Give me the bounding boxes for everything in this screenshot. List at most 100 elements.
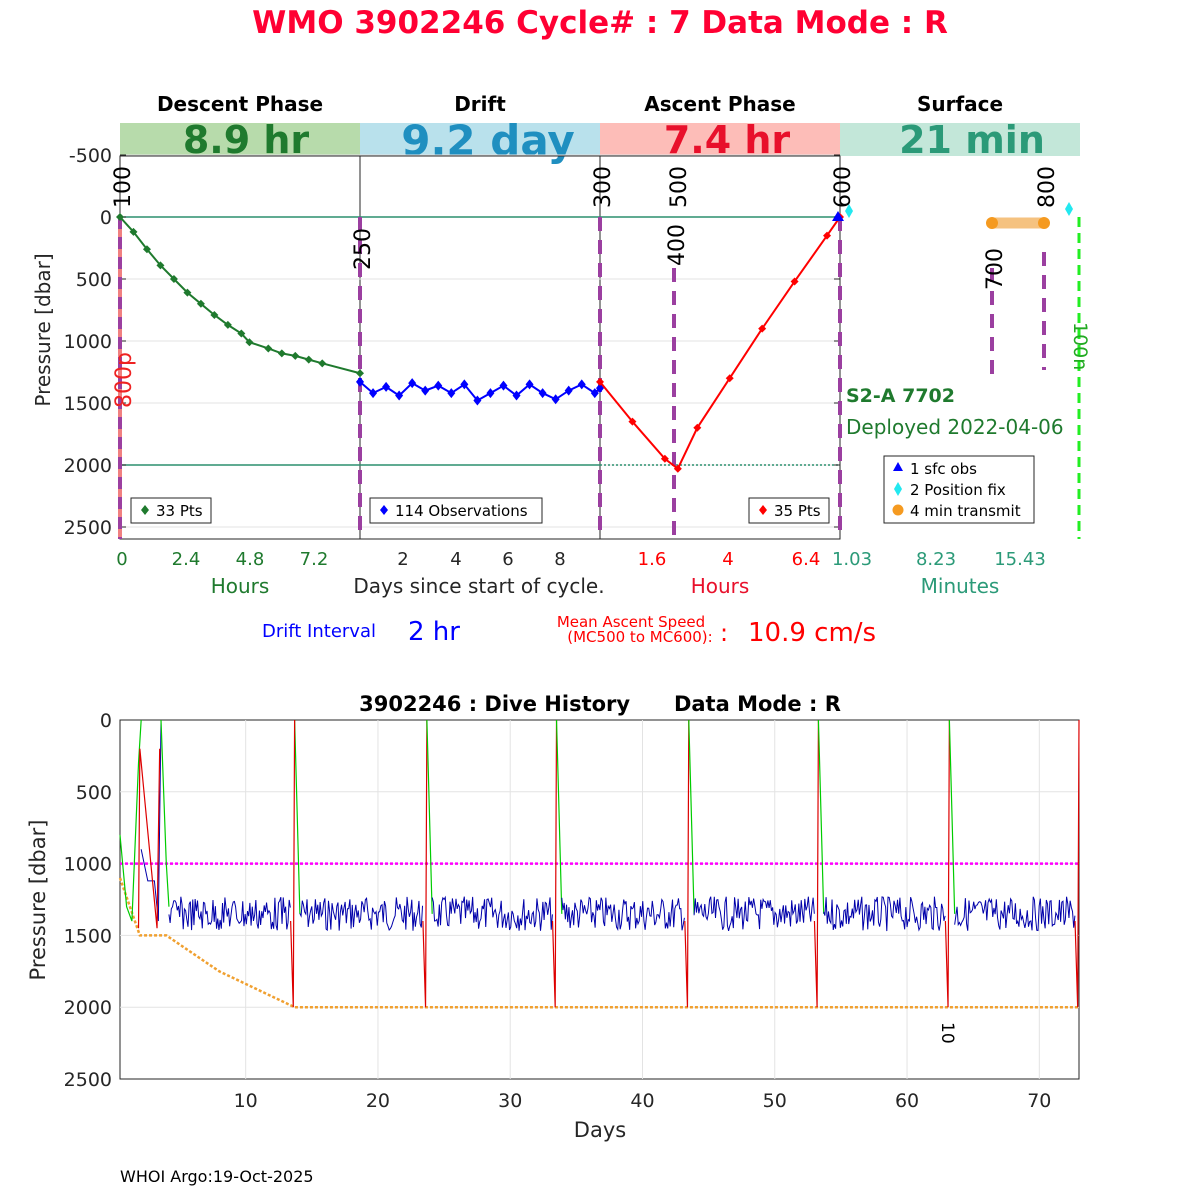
top-x-tick-surface: 1.03 [832,549,872,570]
top-y-tick-label: 2500 [64,517,112,539]
drift-legend: 114 Observations [369,497,543,524]
drift-point [356,376,364,387]
descent-legend-icon [141,505,149,515]
drift-point [382,381,391,392]
dive-ascent-line [551,719,558,1008]
dive-descent-line [555,719,563,914]
top-x-tick-ascent: 1.6 [638,549,667,570]
descent-point [169,275,178,283]
dive-history-y-label: Pressure [dbar] [26,820,50,981]
drift-point [395,390,404,401]
descent-point [183,288,192,297]
surface-legend-box [883,455,1035,524]
mission-code-100n: 100n [1069,322,1091,370]
test-dive-drift-line [140,719,162,922]
top-x-tick-drift: 6 [502,549,513,570]
dive-drift-line [299,896,424,932]
mission-code-500: 500 [667,166,692,208]
drift-duration: 9.2 day [401,116,575,165]
phase-title-descent: Descent Phase [157,92,323,116]
top-y-tick-label: 1000 [64,331,112,353]
top-series [116,213,844,473]
bottom-x-tick-label: 20 [366,1090,390,1112]
descent-point [223,320,232,329]
descent-point [277,349,286,358]
position-fix-marker-2 [1065,202,1073,216]
dive-drift-line [168,896,291,931]
descent-point [129,227,138,236]
phase-title-ascent: Ascent Phase [644,92,795,116]
dive-ascent-line [684,719,690,1008]
drift-duration-band [360,123,600,156]
descent-point [264,344,273,353]
float-model: S2-A 7702 [846,385,955,407]
ascent-x-label: Hours [691,574,750,598]
ascent-point [758,324,767,333]
descent-legend-label: 33 Pts [156,502,203,520]
ascent-legend-label: 35 Pts [774,502,821,520]
dive-ascent-line [422,719,428,1008]
dive-descent-line [948,719,956,914]
bottom-y-tick-label: 1500 [64,925,112,947]
drift-point [473,395,482,406]
legend-sfc-obs: 1 sfc obs [910,460,977,478]
bottom-ticks: 10 20 30 40 50 60 70 0 500 1000 1500 2000 2500 [64,710,1052,1112]
descent-point [116,213,124,221]
descent-duration-band [120,123,360,156]
top-x-tick-drift: 4 [450,549,461,570]
position-fix-marker-1 [845,204,853,218]
mission-code-400: 400 [665,224,690,266]
ascent-line [599,216,841,471]
top-grid [120,154,840,528]
test-dive-ascent-line [137,748,161,929]
descent-point [142,245,151,254]
surface-duration-band [840,123,1080,156]
legend-transmit: 4 min transmit [910,502,1021,520]
top-x-tick-descent: 7.2 [300,549,329,570]
top-x-tick-descent: 2.4 [172,549,201,570]
drift-point [590,388,599,399]
ascent-point [823,231,832,240]
drift-legend-icon [380,505,388,515]
surface-obs-marker [832,211,844,221]
float-deployed: Deployed 2022-04-06 [846,415,1064,439]
top-x-tick-drift: 2 [397,549,408,570]
descent-point [196,299,205,308]
transmit-end-marker [1038,217,1050,229]
dive-descent-line [817,719,825,914]
descent-point [237,329,246,338]
bottom-y-tick-label: 500 [76,782,112,804]
bottom-y-tick-label: 2500 [64,1069,112,1091]
legend-position-fix-icon [894,482,902,496]
bottom-panel: 3902246 : Dive History Data Mode : R 10 2… [26,692,1080,1142]
top-x-tick-surface: 15.43 [994,549,1046,570]
drift-legend-label: 114 Observations [395,502,528,520]
legend-transmit-icon [892,504,904,516]
ascent-point [725,374,734,383]
bottom-x-tick-label: 50 [763,1090,787,1112]
test-dive-descent-line [160,719,170,907]
descent-point [356,369,364,378]
ascent-speed-label-1: Mean Ascent Speed [557,613,705,631]
mission-code-600: 600 [831,166,856,208]
top-x-tick-descent: 4.8 [236,549,265,570]
ascent-point [628,417,637,426]
descent-point [245,338,254,347]
ascent-speed-label-2: (MC500 to MC600): [567,628,712,646]
cycle-marker-label: 10 [937,1022,957,1044]
surface-legend: 1 sfc obs 2 Position fix 4 min transmit [883,455,1035,524]
drift-point [577,379,586,390]
bottom-grid [120,720,1079,1079]
top-x-tick-drift: 8 [554,549,565,570]
top-x-tick-descent: 0 [116,549,127,570]
ascent-speed-value: 10.9 cm/s [748,618,876,648]
drift-axes [359,155,601,540]
descent-legend: 33 Pts [130,497,212,524]
descent-x-label: Hours [211,574,270,598]
top-y-tick-label: -500 [69,145,112,167]
drift-interval-value: 2 hr [408,617,460,647]
bottom-y-tick-label: 1000 [64,854,112,876]
mission-code-100: 100 [111,166,136,208]
ascent-point [673,464,682,473]
